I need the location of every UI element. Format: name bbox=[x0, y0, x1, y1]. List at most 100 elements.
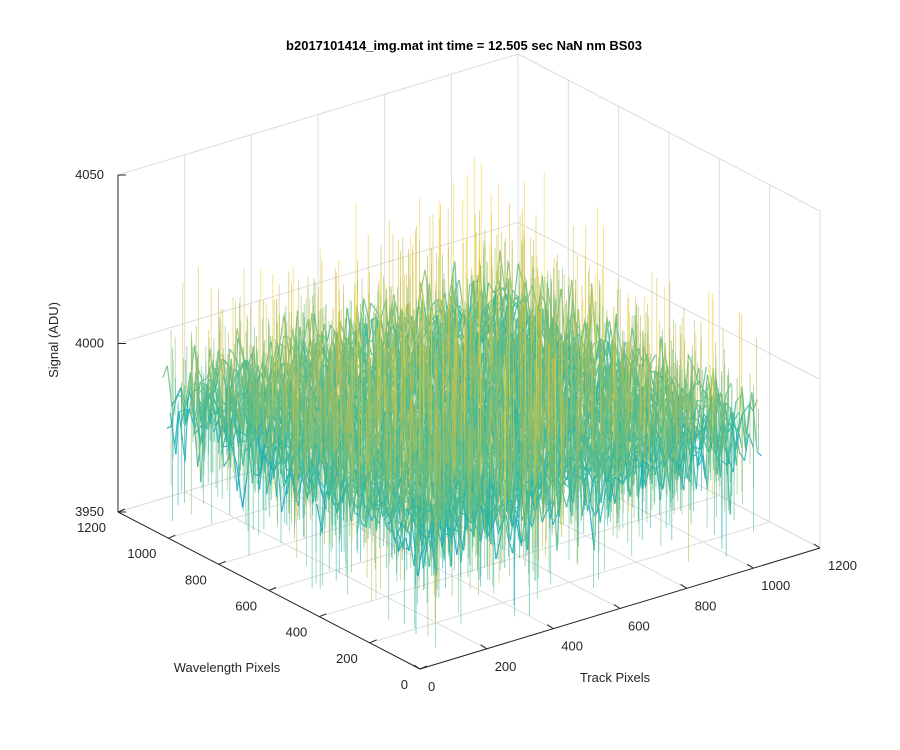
surface-segment bbox=[205, 389, 213, 407]
surface-segment bbox=[448, 361, 454, 364]
surface-layer bbox=[162, 157, 762, 648]
surface-segment bbox=[456, 310, 464, 331]
surface-segment bbox=[260, 431, 268, 435]
surface-segment bbox=[265, 422, 271, 444]
side-wall-grid-line bbox=[517, 222, 821, 380]
surface-segment bbox=[162, 365, 168, 378]
surface-segment bbox=[283, 454, 289, 463]
surface-segment bbox=[512, 289, 518, 298]
surface-segment bbox=[192, 399, 199, 467]
surface-segment bbox=[201, 405, 207, 444]
surface-segment bbox=[258, 381, 267, 444]
surface-segment bbox=[302, 341, 308, 350]
surface-segment bbox=[219, 385, 225, 467]
surface-segment bbox=[337, 479, 344, 511]
surface-segment bbox=[279, 342, 285, 348]
surface-segment bbox=[213, 385, 221, 423]
surface-segment bbox=[273, 403, 280, 437]
surface-segment bbox=[471, 395, 479, 407]
surface-segment bbox=[466, 331, 472, 391]
surface-segment bbox=[320, 446, 327, 458]
surface-segment bbox=[305, 472, 310, 484]
back-wall-grid-line bbox=[117, 53, 519, 176]
surface-segment bbox=[318, 353, 326, 374]
surface-segment bbox=[169, 412, 177, 455]
surface-segment bbox=[369, 317, 376, 323]
surface-segment bbox=[572, 299, 578, 335]
surface-segment bbox=[233, 368, 240, 374]
surface-segment bbox=[308, 465, 316, 491]
surface-segment bbox=[184, 398, 189, 462]
surface-segment bbox=[248, 415, 257, 443]
surface-segment bbox=[290, 472, 298, 499]
surface-segment bbox=[224, 406, 232, 468]
surface-segment bbox=[276, 431, 282, 452]
surface-segment bbox=[217, 358, 223, 376]
side-wall-grid-line bbox=[517, 53, 821, 212]
surface-segment bbox=[178, 394, 182, 397]
surface-segment bbox=[257, 456, 264, 485]
surface-segment bbox=[335, 436, 343, 447]
surface-segment bbox=[243, 407, 252, 423]
surface-segment bbox=[272, 447, 280, 471]
surface-segment bbox=[234, 376, 242, 431]
surface-segment bbox=[216, 388, 224, 426]
surface-segment bbox=[267, 461, 275, 471]
surface-segment bbox=[184, 372, 191, 407]
surface-segment bbox=[499, 363, 505, 392]
surface-segment bbox=[272, 459, 278, 479]
surface-segment bbox=[239, 407, 245, 469]
surface-segment bbox=[412, 363, 420, 403]
surface-segment bbox=[214, 415, 221, 427]
surface-segment bbox=[431, 316, 435, 321]
surface-segment bbox=[255, 381, 261, 443]
surface-segment bbox=[375, 456, 382, 464]
surface-segment bbox=[371, 440, 376, 477]
surface-segment bbox=[246, 432, 254, 483]
surface-segment bbox=[332, 501, 339, 512]
surface-segment bbox=[266, 421, 272, 490]
surface-segment bbox=[556, 325, 565, 351]
surface-segment bbox=[231, 415, 239, 435]
surface-segment bbox=[242, 478, 248, 508]
surface-segment bbox=[286, 460, 294, 495]
surface-segment bbox=[174, 412, 179, 446]
surface-segment bbox=[465, 369, 470, 372]
surface-segment bbox=[319, 472, 327, 537]
surface-segment bbox=[318, 331, 323, 344]
surface-segment bbox=[324, 466, 330, 500]
surface-segment bbox=[321, 494, 327, 533]
surface-segment bbox=[324, 323, 332, 382]
surface-segment bbox=[364, 351, 370, 385]
surface-segment bbox=[269, 446, 277, 486]
surface-segment bbox=[188, 390, 194, 401]
surface-segment bbox=[311, 446, 320, 483]
surface-segment bbox=[370, 302, 378, 312]
surface-segment bbox=[326, 474, 334, 502]
surface-segment bbox=[329, 465, 335, 494]
surface-segment bbox=[512, 302, 518, 308]
back-wall-grid-line bbox=[117, 222, 519, 344]
surface-segment bbox=[414, 344, 420, 367]
surface-segment bbox=[265, 458, 272, 486]
surface-segment bbox=[177, 409, 184, 414]
surface-segment bbox=[188, 409, 196, 430]
surface-segment bbox=[263, 444, 270, 450]
surface-segment bbox=[491, 363, 497, 367]
surface-segment bbox=[213, 350, 219, 384]
surface-segment bbox=[270, 421, 275, 442]
surface-segment bbox=[470, 346, 475, 406]
surface-segment bbox=[235, 462, 244, 508]
surface-segment bbox=[205, 407, 212, 431]
surface-segment bbox=[321, 436, 327, 460]
surface-segment bbox=[318, 481, 325, 498]
surface-segment bbox=[184, 409, 190, 426]
surface-segment bbox=[227, 415, 233, 452]
surface-segment bbox=[418, 269, 426, 299]
surface-segment bbox=[166, 425, 172, 429]
surface-segment bbox=[258, 402, 266, 477]
surface-segment bbox=[260, 449, 268, 460]
surface-segment bbox=[221, 433, 227, 455]
